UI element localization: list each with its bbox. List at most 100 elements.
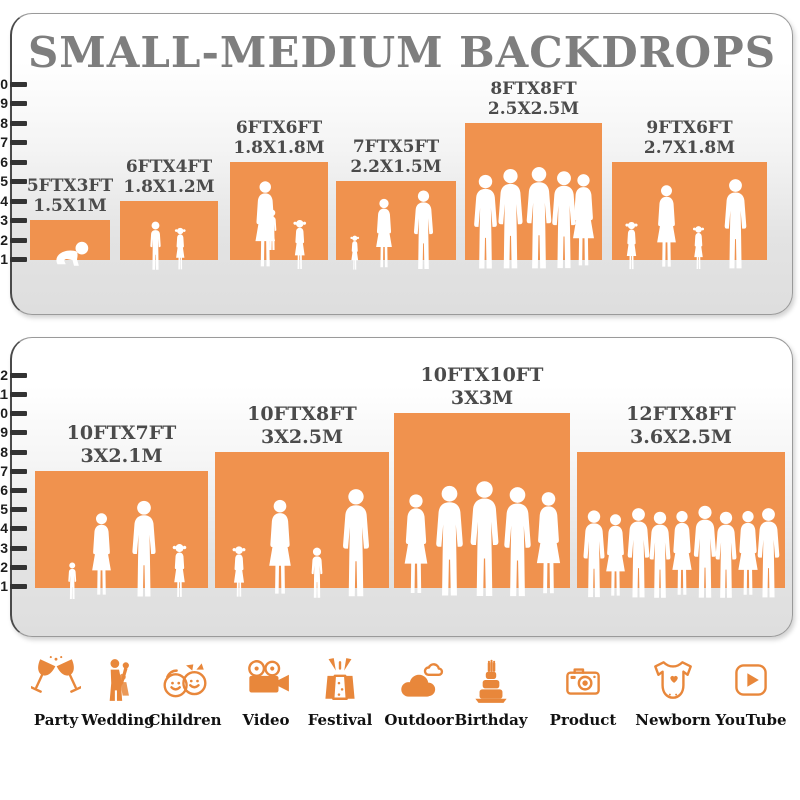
backdrop-bar-9x6: 9FTX6FT 2.7X1.8M (612, 118, 767, 270)
size-ft: 6FTX4FT (125, 156, 213, 177)
small-medium-panel: SMALL-MEDIUM BACKDROPS 10 9 8 7 6 5 4 3 … (0, 13, 793, 315)
backdrop-bar-7x5: 7FTX5FT 2.2X1.5M (336, 137, 456, 270)
category-label: Party (33, 711, 79, 729)
scale-tick: 3 (0, 212, 27, 228)
gift-box-icon (325, 658, 355, 700)
people-silhouette (68, 500, 187, 600)
size-m: 1.8X1.8M (233, 138, 325, 159)
scale-tick: 1 (0, 251, 27, 267)
youtube-play-icon (735, 664, 767, 696)
backdrop-bar-8x8: 8FTX8FT 2.5X2.5M (465, 79, 602, 269)
backdrop-size-label: 12FTX8FT 3.6X2.5M (626, 403, 736, 449)
category-label: Video (242, 711, 290, 729)
video-camera-icon (248, 660, 289, 693)
backdrop-size-label: 6FTX4FT 1.8X1.2M (123, 157, 214, 198)
backdrop-size-label: 8FTX8FT 2.5X2.5M (488, 79, 579, 120)
category-label: Birthday (454, 711, 528, 729)
backdrop-bar-5x3: 5FTX3FT 1.5X1M (27, 176, 113, 266)
category-product: Product (544, 655, 622, 729)
size-m: 3X2.5M (260, 425, 344, 448)
size-ft: 10FTX10FT (420, 363, 544, 386)
backdrop-bar-10x8: 10FTX8FT 3X2.5M (215, 403, 389, 598)
scale-tick: 12 (0, 367, 27, 383)
people-silhouette (625, 179, 747, 270)
backdrop-size-label: 6FTX6FT 1.8X1.8M (233, 118, 324, 159)
backdrop-size-label: 10FTX10FT 3X3M (421, 364, 544, 410)
scale-tick: 5 (0, 173, 27, 189)
category-outdoor: Outdoor (380, 655, 458, 729)
backdrop-size-label: 9FTX6FT 2.7X1.8M (644, 118, 735, 159)
category-label: Newborn (635, 711, 711, 729)
photo-camera-icon (566, 668, 600, 695)
wedding-couple-icon (109, 659, 129, 701)
category-label: Product (549, 711, 617, 729)
scale-tick: 6 (0, 154, 27, 170)
size-m: 3.6X2.5M (630, 425, 732, 448)
backdrop-size-label: 5FTX3FT 1.5X1M (27, 176, 113, 217)
category-wedding: Wedding (79, 655, 157, 729)
size-ft: 10FTX8FT (247, 402, 357, 425)
scale-tick: 11 (0, 386, 27, 402)
scale-tick: 10 (0, 405, 27, 421)
scale-tick: 3 (0, 540, 27, 556)
backdrop-size-label: 10FTX7FT 3X2.1M (67, 422, 177, 468)
scale-tick: 4 (0, 193, 27, 209)
people-silhouette (350, 190, 433, 270)
size-ft: 9FTX6FT (646, 117, 733, 138)
scale-tick: 9 (0, 95, 27, 111)
scale-tick: 8 (0, 115, 27, 131)
size-m: 1.8X1.2M (123, 177, 215, 198)
people-silhouette (232, 489, 369, 598)
scale-tick: 5 (0, 501, 27, 517)
size-ft: 10FTX7FT (66, 421, 177, 444)
backdrop-bar-10x10: 10FTX10FT 3X3M (394, 364, 570, 597)
size-ft: 5FTX3FT (26, 175, 114, 196)
page-title: SMALL-MEDIUM BACKDROPS (27, 28, 777, 77)
size-m: 3X2.1M (80, 444, 163, 467)
scale-tick: 4 (0, 520, 27, 536)
size-ft: 8FTX8FT (490, 78, 577, 99)
category-children: Children (146, 655, 224, 729)
scale-tick: 8 (0, 444, 27, 460)
party-glasses-icon (31, 656, 81, 693)
backdrop-bar-12x8: 12FTX8FT 3.6X2.5M (577, 403, 785, 598)
scale-tick: 1 (0, 578, 27, 594)
category-video: Video (227, 655, 305, 729)
large-panel: 12 11 10 9 8 7 6 5 4 3 2 1 10FTX7FT 3X2.… (0, 337, 793, 637)
category-newborn: Newborn (634, 655, 712, 729)
scale-tick: 2 (0, 232, 27, 248)
size-m: 3X3M (450, 386, 514, 409)
people-silhouette (255, 181, 307, 270)
size-m: 2.2X1.5M (350, 157, 442, 178)
category-birthday: Birthday (452, 655, 530, 729)
scale-tick: 7 (0, 463, 27, 479)
backdrop-bar-6x6: 6FTX6FT 1.8X1.8M (230, 118, 328, 270)
category-festival: Festival (301, 655, 379, 729)
scale-tick: 7 (0, 134, 27, 150)
backdrop-bar-6x4: 6FTX4FT 1.8X1.2M (120, 157, 218, 270)
people-silhouette (583, 505, 780, 598)
children-faces-icon (163, 663, 207, 698)
size-m: 2.7X1.8M (643, 138, 736, 159)
category-label: YouTube (715, 711, 787, 729)
category-label: Outdoor (384, 711, 454, 729)
category-party: Party (17, 655, 95, 729)
people-silhouette (474, 166, 594, 269)
category-youtube: YouTube (712, 655, 790, 729)
size-m: 2.5X2.5M (487, 99, 580, 120)
size-ft: 12FTX8FT (626, 402, 736, 425)
category-label: Festival (307, 711, 373, 729)
backdrop-size-label: 7FTX5FT 2.2X1.5M (350, 137, 441, 178)
people-silhouette (150, 221, 186, 270)
size-ft: 7FTX5FT (352, 136, 440, 157)
birthday-cake-icon (475, 659, 507, 703)
people-silhouette (56, 241, 89, 266)
scale-tick: 10 (0, 76, 27, 92)
backdrop-bar-10x7: 10FTX7FT 3X2.1M (35, 422, 208, 600)
baby-onesie-icon (654, 661, 692, 699)
size-m: 1.5X1M (33, 196, 107, 217)
people-silhouette (404, 481, 561, 597)
scale-tick: 2 (0, 559, 27, 575)
size-ft: 6FTX6FT (235, 117, 323, 138)
